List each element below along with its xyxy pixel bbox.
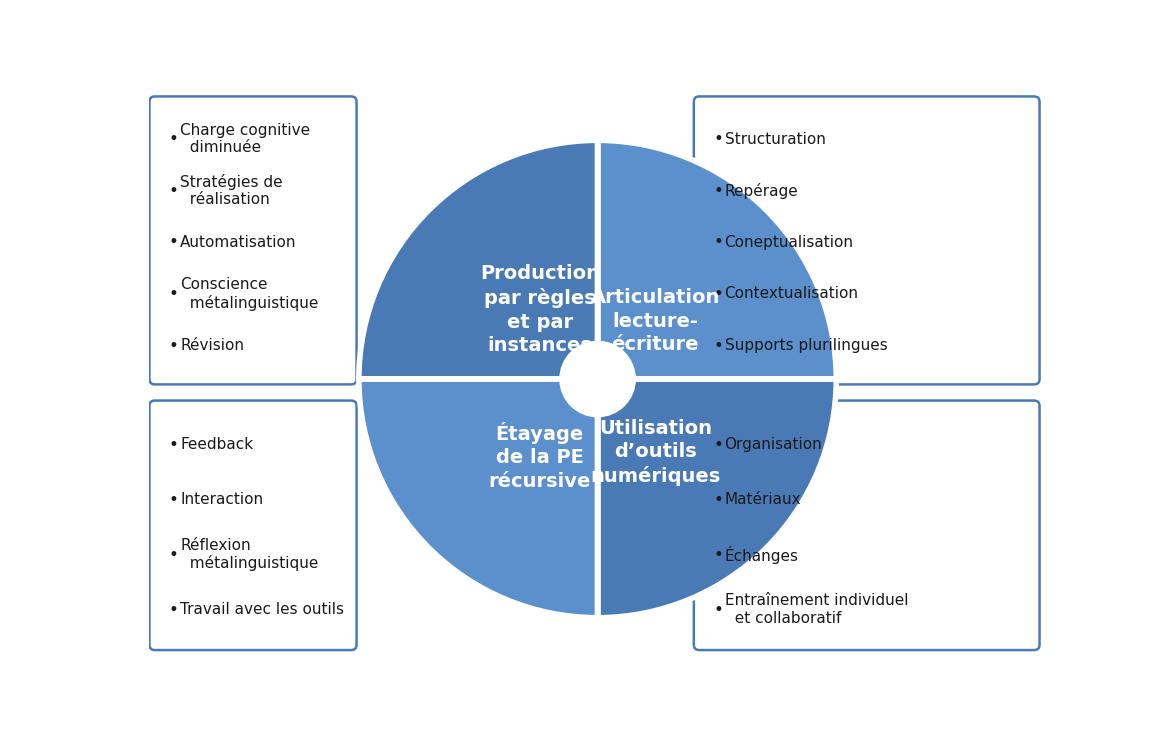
Text: •: • <box>169 600 178 619</box>
Text: •: • <box>169 130 178 148</box>
FancyBboxPatch shape <box>149 400 357 650</box>
Text: •: • <box>714 285 723 303</box>
Text: •: • <box>714 600 723 619</box>
Text: Repérage: Repérage <box>724 183 799 199</box>
Text: Interaction: Interaction <box>181 493 264 507</box>
Text: Entraînement individuel
  et collaboratif: Entraînement individuel et collaboratif <box>724 593 908 626</box>
Text: •: • <box>169 233 178 251</box>
Text: Révision: Révision <box>181 338 244 353</box>
Text: Supports plurilingues: Supports plurilingues <box>724 338 887 353</box>
Text: •: • <box>714 491 723 509</box>
Text: •: • <box>714 436 723 454</box>
Text: •: • <box>169 336 178 355</box>
Text: •: • <box>714 233 723 251</box>
Text: •: • <box>169 491 178 509</box>
Text: Étayage
de la PE
récursive: Étayage de la PE récursive <box>489 421 591 490</box>
Text: •: • <box>714 182 723 200</box>
Text: Échanges: Échanges <box>724 545 799 564</box>
Text: Utilisation
d’outils
numériques: Utilisation d’outils numériques <box>590 419 721 486</box>
Text: •: • <box>714 545 723 564</box>
Text: Structuration: Structuration <box>724 132 826 147</box>
Text: Matériaux: Matériaux <box>724 493 801 507</box>
Text: Charge cognitive
  diminuée: Charge cognitive diminuée <box>181 123 310 155</box>
Text: Automatisation: Automatisation <box>181 235 296 250</box>
Text: Stratégies de
  réalisation: Stratégies de réalisation <box>181 174 283 207</box>
Text: Production
par règles
et par
instances: Production par règles et par instances <box>480 265 599 355</box>
Text: Organisation: Organisation <box>724 438 822 452</box>
Wedge shape <box>597 140 836 379</box>
Text: •: • <box>714 130 723 148</box>
Wedge shape <box>597 379 836 618</box>
Text: •: • <box>169 285 178 303</box>
Text: •: • <box>169 545 178 564</box>
FancyBboxPatch shape <box>694 400 1040 650</box>
Text: •: • <box>169 436 178 454</box>
FancyBboxPatch shape <box>694 97 1040 384</box>
Text: Conscience
  métalinguistique: Conscience métalinguistique <box>181 277 318 311</box>
Text: Coneptualisation: Coneptualisation <box>724 235 854 250</box>
Wedge shape <box>359 379 597 618</box>
Text: •: • <box>714 336 723 355</box>
Circle shape <box>561 342 634 416</box>
Text: Réflexion
  métalinguistique: Réflexion métalinguistique <box>181 538 318 572</box>
Text: Contextualisation: Contextualisation <box>724 287 858 301</box>
Text: •: • <box>169 182 178 200</box>
FancyBboxPatch shape <box>149 97 357 384</box>
Text: Articulation
lecture-
écriture: Articulation lecture- écriture <box>591 288 721 354</box>
Wedge shape <box>359 140 597 379</box>
Text: Travail avec les outils: Travail avec les outils <box>181 602 344 617</box>
Text: Feedback: Feedback <box>181 438 253 452</box>
